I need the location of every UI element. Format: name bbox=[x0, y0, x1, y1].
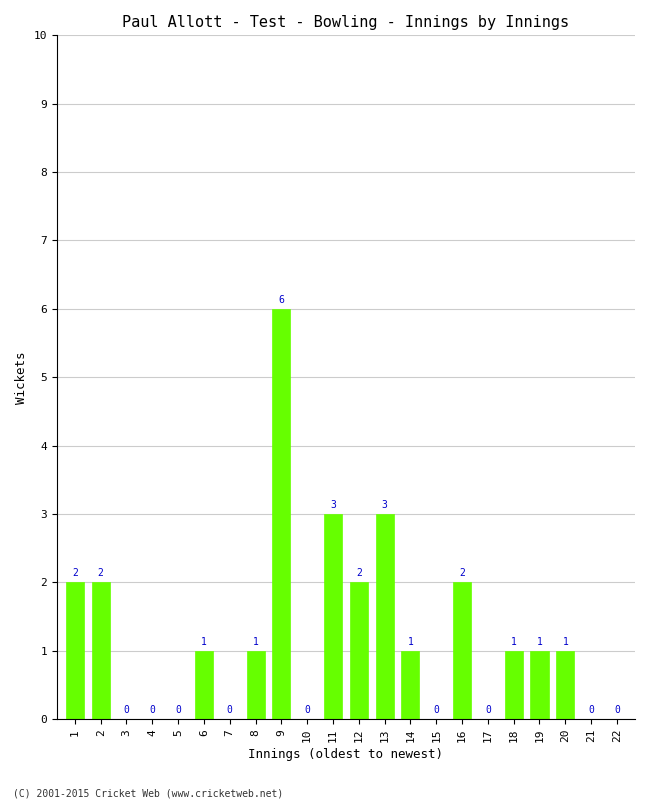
Text: 0: 0 bbox=[175, 705, 181, 715]
Bar bbox=[376, 514, 394, 719]
Bar bbox=[350, 582, 368, 719]
Text: 6: 6 bbox=[278, 294, 284, 305]
Text: 1: 1 bbox=[201, 637, 207, 646]
Bar bbox=[92, 582, 110, 719]
Bar bbox=[324, 514, 342, 719]
Text: 0: 0 bbox=[588, 705, 594, 715]
Bar bbox=[246, 651, 265, 719]
Bar bbox=[504, 651, 523, 719]
Text: 1: 1 bbox=[253, 637, 259, 646]
Text: 0: 0 bbox=[485, 705, 491, 715]
Text: 0: 0 bbox=[227, 705, 233, 715]
Y-axis label: Wickets: Wickets bbox=[15, 351, 28, 403]
Text: 1: 1 bbox=[511, 637, 517, 646]
Bar bbox=[453, 582, 471, 719]
Bar bbox=[66, 582, 84, 719]
Text: 3: 3 bbox=[330, 500, 336, 510]
Text: 0: 0 bbox=[614, 705, 620, 715]
Bar bbox=[556, 651, 575, 719]
Text: 0: 0 bbox=[150, 705, 155, 715]
X-axis label: Innings (oldest to newest): Innings (oldest to newest) bbox=[248, 748, 443, 761]
Text: 3: 3 bbox=[382, 500, 387, 510]
Text: 0: 0 bbox=[304, 705, 310, 715]
Title: Paul Allott - Test - Bowling - Innings by Innings: Paul Allott - Test - Bowling - Innings b… bbox=[122, 15, 569, 30]
Bar bbox=[530, 651, 549, 719]
Text: 0: 0 bbox=[434, 705, 439, 715]
Text: 1: 1 bbox=[562, 637, 568, 646]
Text: 2: 2 bbox=[356, 568, 362, 578]
Text: 0: 0 bbox=[124, 705, 129, 715]
Text: 1: 1 bbox=[408, 637, 413, 646]
Text: 2: 2 bbox=[72, 568, 78, 578]
Bar bbox=[195, 651, 213, 719]
Text: 1: 1 bbox=[536, 637, 543, 646]
Bar bbox=[272, 309, 291, 719]
Text: (C) 2001-2015 Cricket Web (www.cricketweb.net): (C) 2001-2015 Cricket Web (www.cricketwe… bbox=[13, 788, 283, 798]
Text: 2: 2 bbox=[459, 568, 465, 578]
Text: 2: 2 bbox=[98, 568, 103, 578]
Bar bbox=[402, 651, 419, 719]
